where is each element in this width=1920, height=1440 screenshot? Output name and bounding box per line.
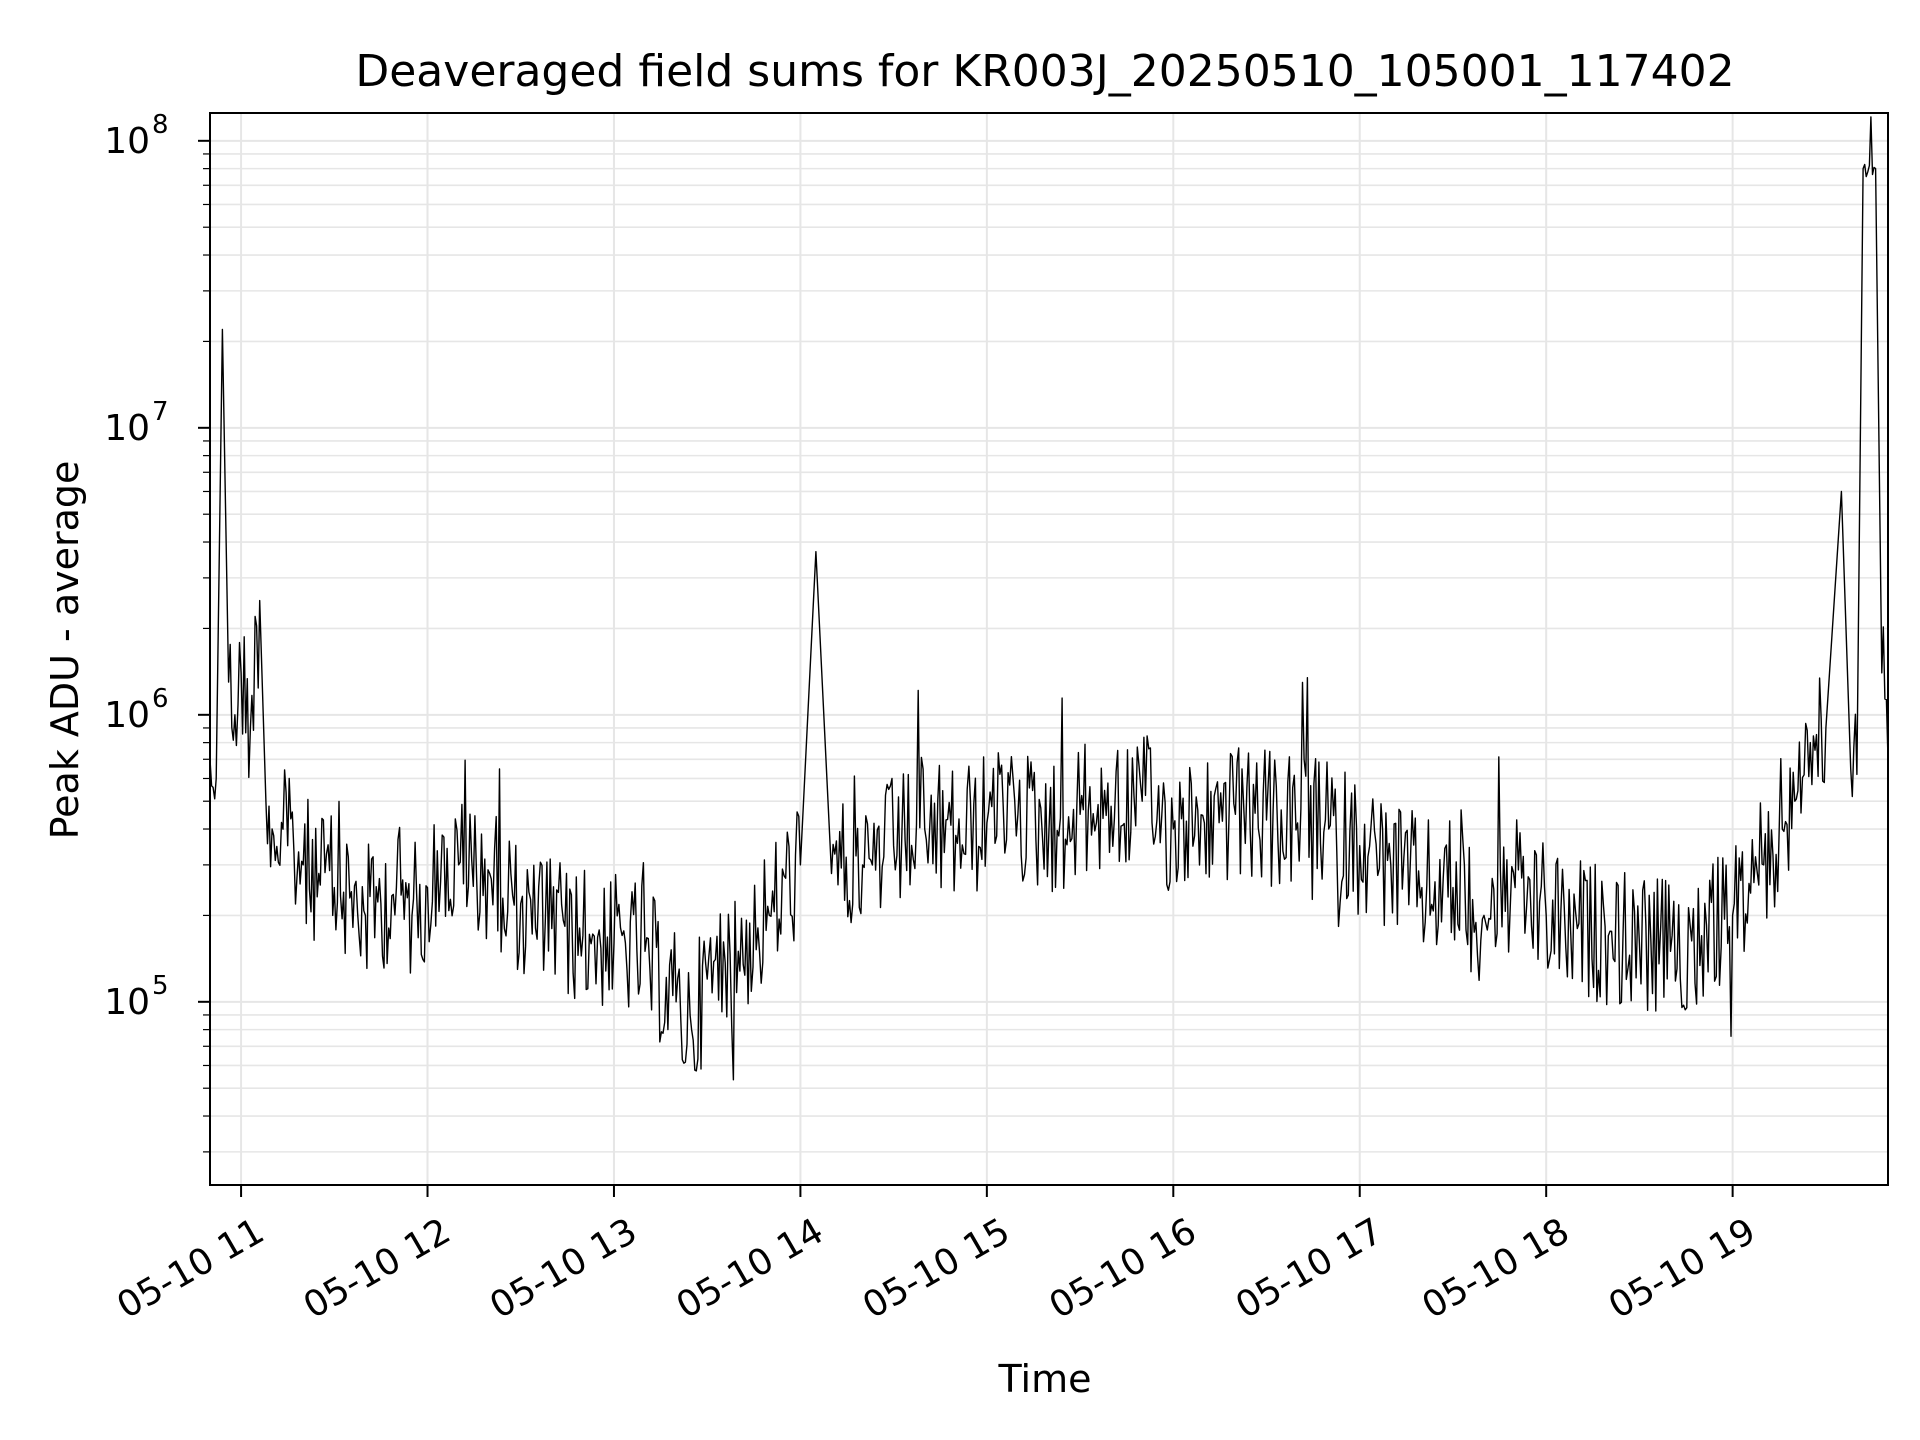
y-axis-label: Peak ADU - average	[43, 461, 87, 840]
y-tick-label: 10	[104, 121, 150, 162]
y-tick-base: 10	[104, 695, 150, 736]
y-tick-exponent: 7	[152, 397, 169, 427]
major-gridlines	[210, 113, 1888, 1185]
minor-gridlines	[203, 153, 1888, 1153]
y-tick-base: 10	[104, 982, 150, 1023]
y-tick-exponent: 8	[152, 110, 169, 140]
y-tick-exponent: 6	[152, 684, 169, 714]
plot-area-frame	[209, 112, 1889, 1186]
chart-title: Deaveraged field sums for KR003J_2025051…	[355, 46, 1734, 97]
y-tick-exponent: 5	[152, 971, 169, 1001]
y-tick-base: 10	[104, 121, 150, 162]
y-tick-base: 10	[104, 408, 150, 449]
series-line	[209, 116, 1889, 1081]
y-tick-label: 10	[104, 695, 150, 736]
y-axis-ticks: 10 510 710 610 8	[104, 110, 210, 1023]
y-tick-label: 10	[104, 408, 150, 449]
x-axis-label: Time	[998, 1357, 1092, 1401]
y-tick-label: 10	[104, 982, 150, 1023]
